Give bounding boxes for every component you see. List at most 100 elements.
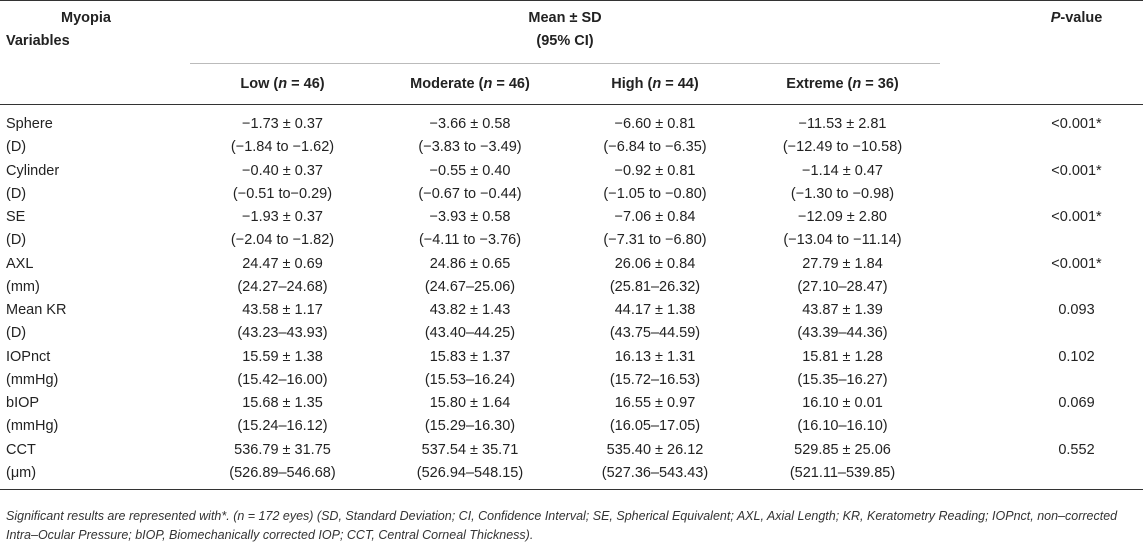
mean-sd-value: −0.92 ± 0.81 xyxy=(614,162,696,179)
variable-cell: bIOP (mmHg) xyxy=(0,392,190,439)
variable-cell: Mean KR (D) xyxy=(0,299,190,346)
table-row: bIOP (mmHg) 15.68 ± 1.35 (15.24–16.12) 15.80… xyxy=(0,392,1143,439)
ci-value: (−13.04 to −11.14) xyxy=(783,232,902,248)
mean-sd-value: −0.55 ± 0.40 xyxy=(429,162,511,179)
variable-name: Cylinder xyxy=(6,162,60,179)
variable-name: Sphere xyxy=(6,116,53,132)
table-row: SE (D) −1.93 ± 0.37 (−2.04 to −1.82) −3.93 ±… xyxy=(0,206,1143,253)
mean-sd-value: 44.17 ± 1.38 xyxy=(614,302,696,318)
value-cell: −1.14 ± 0.47 (−1.30 to −0.98) xyxy=(745,160,940,207)
value-cell: −1.93 ± 0.37 (−2.04 to −1.82) xyxy=(190,206,375,253)
ci-value: (−4.11 to −3.76) xyxy=(418,232,522,248)
mean-sd-value: −7.06 ± 0.84 xyxy=(614,209,696,225)
mean-sd-value: 15.83 ± 1.37 xyxy=(429,348,511,365)
col-header-moderate: Moderate (n = 46) xyxy=(375,63,565,105)
mean-sd-value: −1.93 ± 0.37 xyxy=(242,209,323,225)
col-header-low: Low (n = 46) xyxy=(190,63,375,105)
ci-value: (−12.49 to −10.58) xyxy=(782,139,903,155)
ci-value: (−3.83 to −3.49) xyxy=(418,139,522,155)
value-cell: −3.93 ± 0.58 (−4.11 to −3.76) xyxy=(375,206,565,253)
mean-sd-label: Mean ± SD xyxy=(528,10,602,26)
pvalue-cell: <0.001* xyxy=(1051,209,1102,225)
mean-sd-value: −11.53 ± 2.81 xyxy=(798,116,887,132)
value-cell: 43.87 ± 1.39 (43.39–44.36) xyxy=(745,299,940,346)
variable-unit: (D) xyxy=(6,325,27,341)
value-cell: 24.47 ± 0.69 (24.27–24.68) xyxy=(190,253,375,300)
table-footnote: Significant results are represented with… xyxy=(6,509,1118,542)
pvalue-cell: <0.001* xyxy=(1051,162,1102,179)
ci-value: (15.53–16.24) xyxy=(424,371,516,388)
table-row: Mean KR (D) 43.58 ± 1.17 (43.23–43.93) 43.82… xyxy=(0,299,1143,346)
table-row: Sphere (D) −1.73 ± 0.37 (−1.84 to −1.62) −3.… xyxy=(0,105,1143,160)
variable-name: CCT xyxy=(6,441,36,458)
value-cell: 15.81 ± 1.28 (15.35–16.27) xyxy=(745,346,940,393)
pvalue-cell: 0.102 xyxy=(1058,348,1095,365)
ci-value: (15.29–16.30) xyxy=(424,418,516,434)
ci-value: (16.05–17.05) xyxy=(609,418,701,434)
ci-value: (24.27–24.68) xyxy=(237,278,328,295)
value-cell: 15.68 ± 1.35 (15.24–16.12) xyxy=(190,392,375,439)
mean-sd-value: 16.55 ± 0.97 xyxy=(614,395,696,411)
mean-sd-value: 537.54 ± 35.71 xyxy=(421,441,519,458)
ci-value: (−0.67 to −0.44) xyxy=(418,185,522,202)
mean-sd-value: 27.79 ± 1.84 xyxy=(802,255,883,272)
ci-value: (526.89–546.68) xyxy=(229,464,336,481)
mean-sd-value: −3.66 ± 0.58 xyxy=(429,116,511,132)
table-row: IOPnct (mmHg) 15.59 ± 1.38 (15.42–16.00) 15.… xyxy=(0,346,1143,393)
variable-cell: CCT (μm) xyxy=(0,438,190,490)
mean-sd-value: −0.40 ± 0.37 xyxy=(242,162,323,179)
value-cell: 15.80 ± 1.64 (15.29–16.30) xyxy=(375,392,565,439)
value-cell: 535.40 ± 26.12 (527.36–543.43) xyxy=(565,438,745,490)
mean-sd-value: 15.80 ± 1.64 xyxy=(429,395,511,411)
value-cell: −3.66 ± 0.58 (−3.83 to −3.49) xyxy=(375,105,565,160)
mean-sd-value: −12.09 ± 2.80 xyxy=(798,209,887,225)
mean-sd-value: −1.73 ± 0.37 xyxy=(242,116,323,132)
ci-value: (−2.04 to −1.82) xyxy=(230,232,335,248)
variable-cell: AXL (mm) xyxy=(0,253,190,300)
value-cell: −0.55 ± 0.40 (−0.67 to −0.44) xyxy=(375,160,565,207)
ci-value: (15.24–16.12) xyxy=(237,418,328,434)
pvalue-cell: <0.001* xyxy=(1051,255,1102,272)
pvalue-cell: 0.069 xyxy=(1058,395,1095,411)
mean-sd-value: 43.58 ± 1.17 xyxy=(242,302,323,318)
value-cell: 536.79 ± 31.75 (526.89–546.68) xyxy=(190,438,375,490)
variable-cell: Cylinder (D) xyxy=(0,160,190,207)
variable-name: IOPnct xyxy=(6,348,51,365)
mean-sd-value: 536.79 ± 31.75 xyxy=(234,441,331,458)
ci-value: (24.67–25.06) xyxy=(424,278,516,295)
ci-value: (521.11–539.85) xyxy=(789,464,896,481)
value-cell: 24.86 ± 0.65 (24.67–25.06) xyxy=(375,253,565,300)
mean-sd-value: 43.87 ± 1.39 xyxy=(802,302,883,318)
value-cell: −0.40 ± 0.37 (−0.51 to−0.29) xyxy=(190,160,375,207)
pvalue-suffix: -value xyxy=(1060,10,1103,26)
value-cell: −1.73 ± 0.37 (−1.84 to −1.62) xyxy=(190,105,375,160)
mean-sd-value: −6.60 ± 0.81 xyxy=(614,116,696,132)
table-body: Sphere (D) −1.73 ± 0.37 (−1.84 to −1.62) −3.… xyxy=(0,105,1143,490)
pvalue-header: P-value xyxy=(940,1,1143,105)
mean-sd-value: 26.06 ± 0.84 xyxy=(614,255,696,272)
variable-cell: IOPnct (mmHg) xyxy=(0,346,190,393)
variable-cell: Sphere (D) xyxy=(0,105,190,160)
value-cell: 26.06 ± 0.84 (25.81–26.32) xyxy=(565,253,745,300)
value-cell: 16.10 ± 0.01 (16.10–16.10) xyxy=(745,392,940,439)
ci-value: (−1.05 to −0.80) xyxy=(603,185,707,202)
ci-value: (15.72–16.53) xyxy=(609,371,701,388)
variable-unit: (D) xyxy=(6,232,27,248)
mean-sd-value: 43.82 ± 1.43 xyxy=(429,302,511,318)
value-cell: 44.17 ± 1.38 (43.75–44.59) xyxy=(565,299,745,346)
table-row: AXL (mm) 24.47 ± 0.69 (24.27–24.68) 24.86 ± … xyxy=(0,253,1143,300)
ci-value: (43.39–44.36) xyxy=(797,325,888,341)
value-cell: −11.53 ± 2.81 (−12.49 to −10.58) xyxy=(745,105,940,160)
ci-value: (43.75–44.59) xyxy=(609,325,701,341)
mean-sd-value: 16.10 ± 0.01 xyxy=(802,395,883,411)
value-cell: −0.92 ± 0.81 (−1.05 to −0.80) xyxy=(565,160,745,207)
pvalue-p: P xyxy=(1050,10,1061,26)
col-header-high: High (n = 44) xyxy=(565,63,745,105)
variable-name: Mean KR xyxy=(6,302,67,318)
mean-sd-value: 529.85 ± 25.06 xyxy=(794,441,891,458)
variable-name: AXL xyxy=(6,255,34,272)
ci-value: (526.94–548.15) xyxy=(416,464,524,481)
variable-unit: (D) xyxy=(6,185,27,202)
ci-value: (15.35–16.27) xyxy=(797,371,888,388)
